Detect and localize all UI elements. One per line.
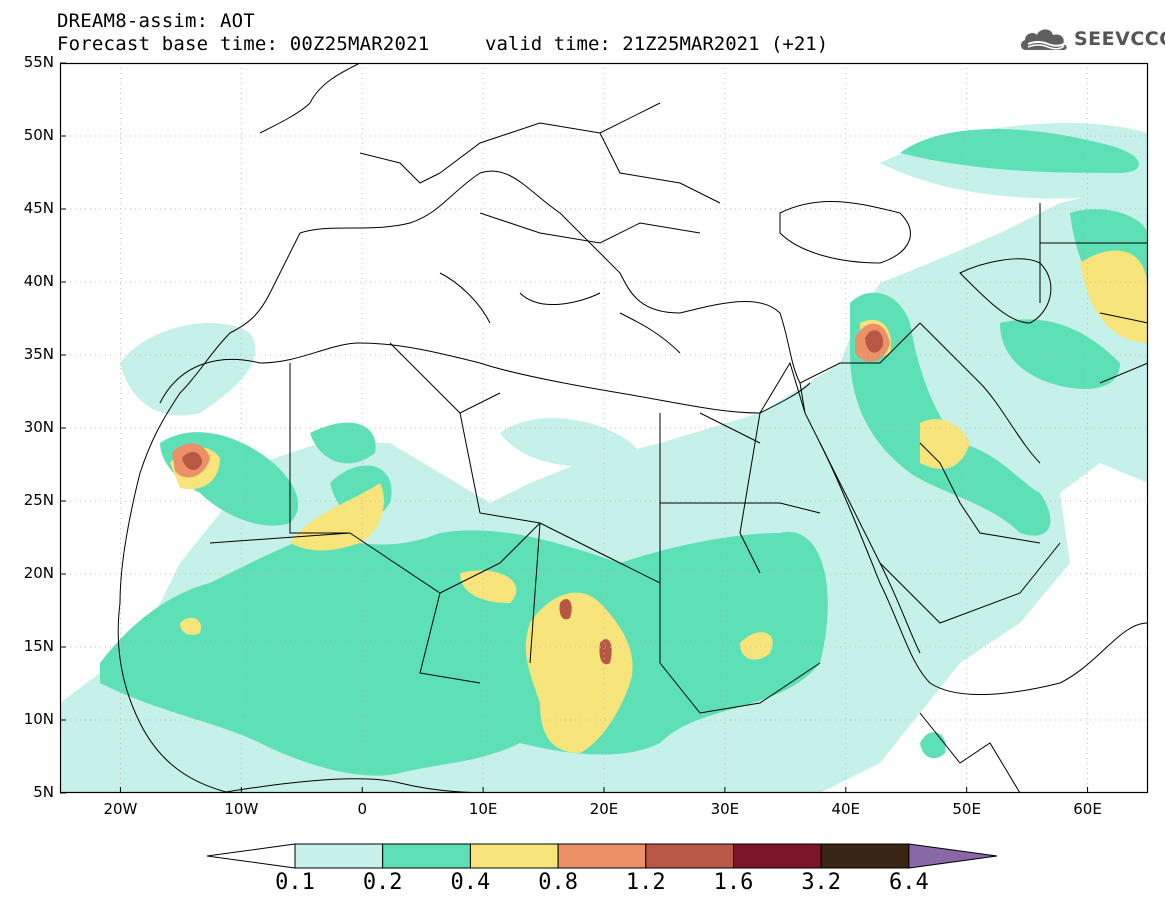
- graticule: [60, 63, 1148, 793]
- lon-label: 40E: [831, 800, 861, 818]
- aot-field: [60, 63, 1148, 793]
- legend-swatch: [557, 843, 647, 869]
- lon-label: 10E: [468, 800, 498, 818]
- legend-threshold-label: 0.1: [275, 870, 315, 895]
- legend-threshold-label: 1.2: [625, 870, 666, 895]
- coastlines-borders: [117, 63, 1148, 793]
- lat-label: 30N: [23, 418, 54, 436]
- forecast-base-time: Forecast base time: 00Z25MAR2021: [57, 33, 430, 55]
- lon-label: 10W: [224, 800, 259, 818]
- logo-text: SEEVCCC: [1074, 28, 1165, 50]
- seevccc-logo: SEEVCCC: [1018, 24, 1165, 56]
- lon-label: 50E: [952, 800, 981, 818]
- lat-label: 45N: [23, 199, 54, 217]
- lon-label: 60E: [1073, 800, 1102, 818]
- legend-swatch: [645, 843, 734, 869]
- legend-swatch: [820, 843, 910, 869]
- legend-high-arrow: [908, 843, 997, 869]
- cloud-logo-icon: [1020, 29, 1067, 50]
- lat-label: 20N: [23, 564, 54, 582]
- aot-map: [59, 62, 1149, 794]
- map-title: DREAM8-assim: AOT: [57, 10, 255, 32]
- lat-label: 35N: [23, 345, 54, 363]
- lon-label: 0: [357, 800, 367, 818]
- aot-level-1-2: [182, 330, 884, 665]
- lat-label: 55N: [23, 53, 54, 71]
- axis-ticks: [60, 62, 1089, 794]
- legend-threshold-label: 6.4: [889, 870, 929, 895]
- lon-label: 30E: [710, 800, 740, 818]
- legend-threshold-label: 0.8: [538, 870, 578, 895]
- lat-label: 10N: [23, 710, 54, 728]
- legend-low-arrow: [207, 843, 296, 869]
- valid-time: valid time: 21Z25MAR2021 (+21): [485, 33, 829, 55]
- legend-threshold-label: 1.6: [713, 870, 754, 895]
- lon-label: 20W: [103, 800, 138, 818]
- lat-label: 15N: [23, 637, 54, 655]
- lat-label: 50N: [23, 126, 54, 144]
- legend-swatch: [294, 843, 384, 869]
- map-canvas: [59, 62, 1149, 794]
- color-legend: [207, 843, 997, 869]
- legend-swatch: [382, 843, 471, 869]
- lon-label: 20E: [589, 800, 619, 818]
- legend-threshold-label: 0.4: [450, 870, 491, 895]
- lat-label: 25N: [23, 491, 54, 509]
- lat-label: 5N: [33, 783, 54, 801]
- legend-swatch: [469, 843, 559, 869]
- lat-label: 40N: [23, 272, 54, 290]
- legend-threshold-label: 0.2: [362, 870, 403, 895]
- legend-swatch: [733, 843, 822, 869]
- legend-threshold-label: 3.2: [801, 870, 842, 895]
